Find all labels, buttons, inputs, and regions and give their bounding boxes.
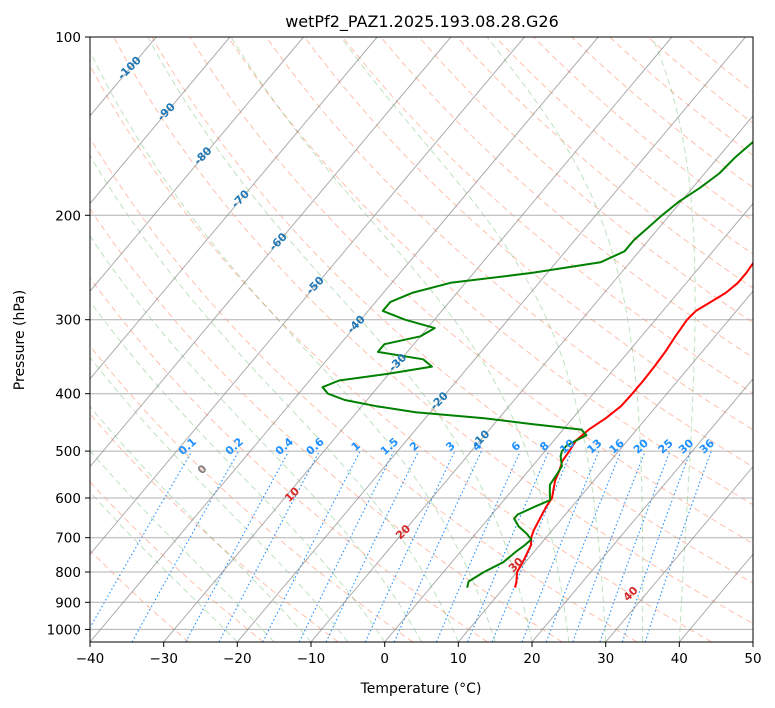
moist-adiabat <box>486 37 644 642</box>
y-tick-label: 900 <box>55 595 81 611</box>
y-tick-label: 600 <box>55 491 81 507</box>
y-tick-label: 500 <box>55 444 81 460</box>
dry-adiabat <box>571 37 753 189</box>
x-tick-label: −30 <box>149 651 178 667</box>
mixing-ratio-line <box>545 450 622 642</box>
moist-adiabats <box>90 37 696 642</box>
dewpoint-profile <box>321 140 753 588</box>
chart-title: wetPf2_PAZ1.2025.193.08.28.G26 <box>285 12 559 32</box>
isotherms <box>90 37 753 642</box>
dry-adiabat <box>227 37 753 506</box>
moist-adiabat <box>90 154 459 642</box>
y-tick-label: 1000 <box>47 622 81 638</box>
isotherm <box>531 378 753 642</box>
isotherm <box>90 37 525 556</box>
mixing-ratio-line <box>185 450 290 642</box>
mixing-ratio-line <box>599 450 671 642</box>
x-tick-label: 30 <box>597 651 614 667</box>
moist-adiabat <box>90 356 349 642</box>
x-tick-label: −20 <box>223 651 252 667</box>
isotherm <box>457 290 753 642</box>
moist-adiabat <box>90 50 496 642</box>
x-tick-label: 40 <box>671 651 688 667</box>
temperature-profile <box>514 261 753 588</box>
x-tick-label: −40 <box>76 651 105 667</box>
dry-adiabats <box>90 37 753 642</box>
y-axis-label: Pressure (hPa) <box>12 290 28 390</box>
dry-adiabat <box>113 37 753 625</box>
y-tick-label: 100 <box>55 30 81 46</box>
mixing-ratio-line <box>621 450 692 642</box>
dry-adiabat <box>90 345 414 642</box>
mixing-ratio-line <box>572 450 646 642</box>
x-tick-label: −10 <box>297 651 326 667</box>
x-tick-label: 10 <box>450 651 467 667</box>
profiles <box>321 140 753 588</box>
x-axis-label: Temperature (°C) <box>360 681 482 697</box>
x-tick-label: 50 <box>744 651 761 667</box>
y-tick-label: 200 <box>55 208 81 224</box>
mixing-ratio-line <box>644 450 712 642</box>
dry-adiabat <box>189 37 753 545</box>
isotherm <box>90 37 231 205</box>
dry-adiabat <box>342 37 753 394</box>
dry-adiabat <box>533 37 753 222</box>
isotherm <box>90 37 378 380</box>
dry-adiabat <box>304 37 753 431</box>
moist-adiabat <box>651 37 696 642</box>
dry-adiabat <box>90 137 638 642</box>
isotherm <box>236 37 746 642</box>
y-tick-label: 800 <box>55 565 81 581</box>
mixing-ratio-line <box>218 450 320 642</box>
x-tick-label: 20 <box>523 651 540 667</box>
moist-adiabat <box>90 235 422 642</box>
isotherm <box>605 465 753 642</box>
x-tick-label: 0 <box>380 651 389 667</box>
dry-adiabat <box>90 481 264 642</box>
y-tick-label: 700 <box>55 531 81 547</box>
moist-adiabat <box>90 300 386 642</box>
mixing-ratio-line <box>521 450 600 642</box>
dry-adiabat <box>380 37 753 359</box>
moist-adiabat <box>340 37 607 642</box>
isotherm <box>163 37 673 642</box>
axis-ticks: −40 −30 −20 −10 0 10 20 30 40 50 100 200 300 400 500 60… <box>47 30 762 667</box>
isotherm <box>90 37 304 292</box>
y-tick-label: 400 <box>55 387 81 403</box>
moist-adiabat <box>147 37 533 642</box>
plot-frame <box>89 36 754 643</box>
dry-adiabat <box>90 64 712 642</box>
dry-adiabat <box>494 37 753 255</box>
isotherm <box>310 115 753 642</box>
y-tick-label: 300 <box>55 313 81 329</box>
isotherm <box>90 37 452 468</box>
mixing-ratio-line <box>435 450 521 642</box>
pressure-gridlines <box>90 37 753 630</box>
isotherm <box>384 202 753 642</box>
moist-adiabat <box>90 405 312 642</box>
isotherm <box>90 37 599 642</box>
moist-adiabat <box>230 37 570 642</box>
mixing-ratio-line <box>262 450 361 642</box>
mixing-ratio-line <box>298 450 395 642</box>
dry-adiabat <box>151 37 753 584</box>
